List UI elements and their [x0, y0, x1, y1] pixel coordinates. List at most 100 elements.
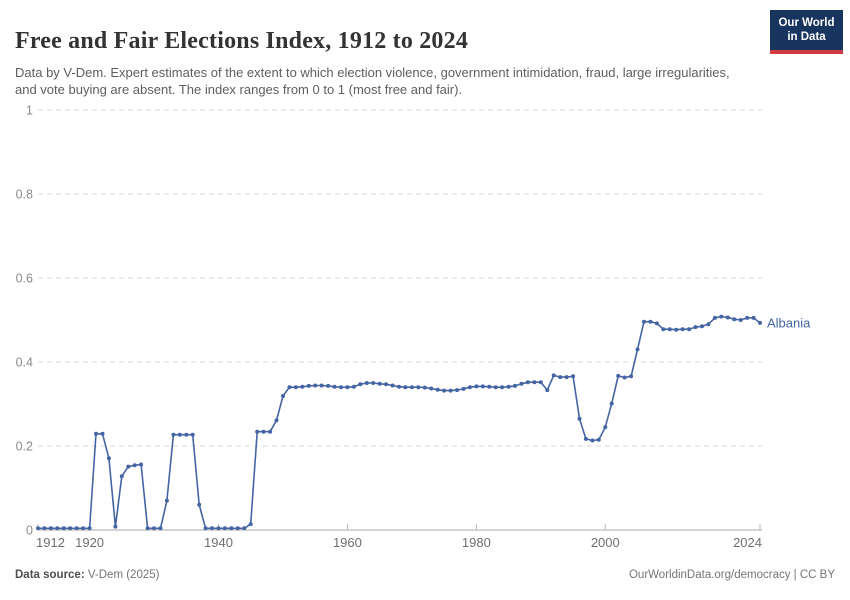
data-point-1917[interactable]	[68, 526, 73, 531]
data-point-2010[interactable]	[667, 327, 672, 332]
data-point-1943[interactable]	[235, 526, 240, 531]
data-point-1967[interactable]	[390, 383, 395, 388]
data-point-1990[interactable]	[538, 380, 543, 385]
data-point-1920[interactable]	[87, 526, 92, 531]
data-point-1925[interactable]	[119, 474, 124, 479]
data-point-1975[interactable]	[442, 388, 447, 393]
data-point-1977[interactable]	[455, 388, 459, 393]
data-point-2008[interactable]	[654, 321, 659, 326]
data-point-1927[interactable]	[132, 463, 137, 468]
data-point-1922[interactable]	[100, 431, 105, 436]
data-point-2015[interactable]	[700, 324, 704, 329]
data-point-1929[interactable]	[145, 526, 150, 531]
data-point-1999[interactable]	[596, 437, 601, 442]
data-point-1983[interactable]	[493, 385, 498, 390]
data-point-2024[interactable]	[758, 320, 762, 325]
data-point-2001[interactable]	[609, 401, 614, 406]
data-point-1936[interactable]	[190, 432, 195, 437]
data-point-1957[interactable]	[326, 383, 331, 388]
owid-logo[interactable]: Our World in Data	[770, 10, 843, 54]
data-point-1955[interactable]	[313, 383, 318, 388]
data-point-1961[interactable]	[351, 384, 356, 389]
data-point-1959[interactable]	[339, 385, 343, 390]
data-point-2013[interactable]	[687, 327, 692, 332]
data-point-1926[interactable]	[126, 464, 131, 469]
data-point-1914[interactable]	[48, 526, 53, 531]
data-point-1980[interactable]	[474, 384, 479, 389]
data-point-2007[interactable]	[648, 319, 653, 324]
data-point-1997[interactable]	[583, 436, 588, 441]
data-point-1954[interactable]	[306, 383, 311, 388]
data-point-1976[interactable]	[448, 388, 453, 393]
data-point-1924[interactable]	[113, 524, 118, 529]
data-point-2012[interactable]	[680, 327, 685, 332]
data-point-1994[interactable]	[564, 375, 569, 380]
data-point-1962[interactable]	[358, 382, 363, 387]
data-point-1951[interactable]	[287, 385, 292, 390]
data-point-1973[interactable]	[429, 386, 434, 391]
data-point-1985[interactable]	[506, 384, 511, 389]
data-point-2002[interactable]	[616, 373, 621, 378]
data-point-1946[interactable]	[255, 429, 260, 434]
data-point-1931[interactable]	[158, 526, 163, 531]
data-point-1945[interactable]	[248, 522, 253, 527]
data-point-2004[interactable]	[629, 374, 634, 379]
data-point-1930[interactable]	[152, 526, 156, 531]
data-point-1918[interactable]	[74, 526, 79, 531]
data-point-1915[interactable]	[55, 526, 60, 531]
credit-link[interactable]: OurWorldinData.org/democracy | CC BY	[628, 569, 835, 581]
data-point-1912[interactable]	[36, 526, 40, 531]
data-point-1947[interactable]	[261, 429, 266, 434]
data-point-1970[interactable]	[409, 385, 414, 390]
data-point-1953[interactable]	[300, 384, 305, 389]
data-point-1974[interactable]	[435, 387, 440, 392]
data-point-1913[interactable]	[42, 526, 47, 531]
data-point-1969[interactable]	[403, 385, 408, 390]
data-point-2000[interactable]	[603, 425, 608, 430]
data-point-2011[interactable]	[674, 327, 679, 332]
data-point-1987[interactable]	[519, 381, 524, 386]
data-point-1916[interactable]	[61, 526, 66, 531]
data-point-1966[interactable]	[384, 382, 389, 387]
data-point-2006[interactable]	[642, 319, 646, 324]
data-point-2018[interactable]	[719, 314, 724, 319]
data-point-1949[interactable]	[274, 418, 279, 423]
data-point-1993[interactable]	[558, 375, 563, 380]
albania-line-series[interactable]	[37, 315, 761, 530]
data-point-1940[interactable]	[216, 526, 221, 531]
data-point-1992[interactable]	[551, 373, 556, 378]
data-point-1938[interactable]	[203, 526, 208, 531]
data-point-1934[interactable]	[177, 432, 182, 437]
data-point-2016[interactable]	[706, 322, 711, 327]
data-point-1935[interactable]	[184, 432, 189, 437]
data-point-1923[interactable]	[106, 456, 111, 461]
data-point-1941[interactable]	[222, 526, 227, 531]
data-point-2009[interactable]	[661, 327, 666, 332]
data-point-1958[interactable]	[332, 384, 337, 389]
data-point-1960[interactable]	[345, 385, 350, 390]
data-point-1956[interactable]	[319, 383, 324, 388]
data-point-1928[interactable]	[139, 462, 144, 467]
data-point-1968[interactable]	[397, 384, 401, 389]
data-point-2020[interactable]	[732, 317, 737, 322]
data-point-1963[interactable]	[364, 381, 369, 385]
data-point-1979[interactable]	[467, 385, 472, 390]
data-point-1998[interactable]	[590, 438, 595, 443]
data-point-2003[interactable]	[622, 375, 627, 380]
data-point-1995[interactable]	[571, 374, 576, 379]
data-point-2005[interactable]	[635, 347, 640, 352]
data-point-1982[interactable]	[487, 384, 492, 389]
data-point-1986[interactable]	[513, 383, 517, 388]
data-point-1950[interactable]	[281, 394, 285, 398]
data-point-1932[interactable]	[164, 498, 169, 503]
data-point-2022[interactable]	[745, 315, 750, 320]
data-point-1996[interactable]	[577, 416, 582, 421]
data-point-2019[interactable]	[725, 315, 730, 320]
data-point-2014[interactable]	[693, 325, 698, 330]
data-point-1981[interactable]	[480, 384, 485, 389]
data-point-1933[interactable]	[171, 432, 176, 437]
data-point-2017[interactable]	[712, 315, 717, 320]
data-point-2021[interactable]	[738, 318, 743, 322]
data-point-1964[interactable]	[371, 381, 376, 385]
data-point-1937[interactable]	[197, 502, 202, 507]
